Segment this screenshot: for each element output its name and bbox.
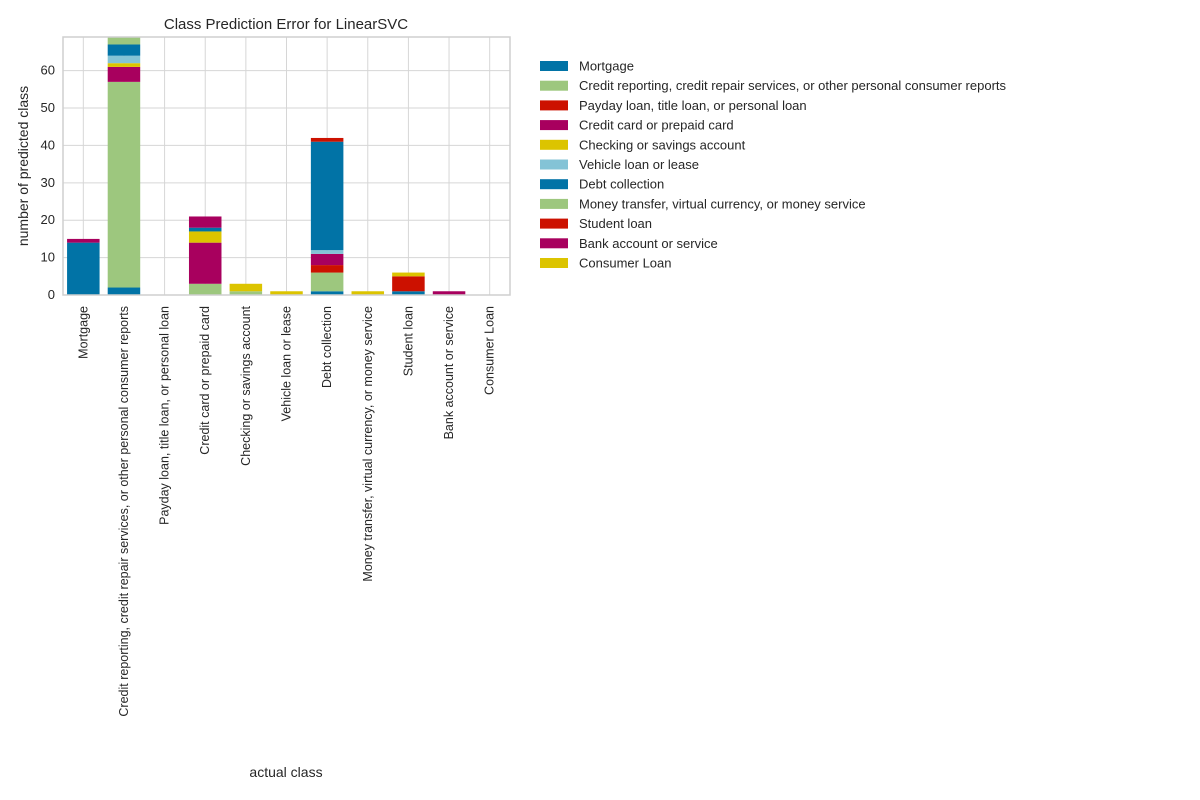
legend-entry: Checking or savings account (579, 137, 746, 152)
y-axis-label: number of predicted class (15, 86, 31, 246)
bar-segment (229, 291, 263, 295)
x-tick-label: Debt collection (320, 306, 334, 388)
legend-entry: Consumer Loan (579, 256, 672, 271)
bar-segment (107, 81, 141, 288)
bar-segment (432, 291, 466, 295)
bar-segment (392, 291, 425, 295)
y-tick-label: 30 (41, 175, 55, 190)
stacked-bars (67, 37, 466, 295)
bar-segment (188, 231, 222, 243)
bar-segment (229, 283, 263, 292)
bar-segment (188, 227, 222, 232)
x-tick-label: Student loan (401, 306, 415, 376)
y-tick-label: 50 (41, 100, 55, 115)
x-tick-label: Money transfer, virtual currency, or mon… (361, 306, 375, 582)
legend-entry: Money transfer, virtual currency, or mon… (579, 196, 866, 211)
x-tick-label: Checking or savings account (239, 305, 253, 465)
legend-swatch (540, 61, 568, 71)
y-tick-label: 0 (48, 287, 55, 302)
x-tick-label: Credit card or prepaid card (198, 306, 212, 455)
bar-segment (107, 37, 141, 45)
x-tick-label: Vehicle loan or lease (280, 306, 294, 421)
legend-swatch (540, 198, 568, 209)
y-tick-label: 10 (41, 250, 55, 265)
plot-area-border (62, 36, 511, 296)
legend-entry: Student loan (579, 216, 652, 231)
legend-entry: Credit card or prepaid card (579, 118, 734, 133)
x-axis-label: actual class (249, 764, 322, 780)
chart-title: Class Prediction Error for LinearSVC (164, 16, 408, 33)
legend-swatch (540, 120, 568, 131)
legend-swatch (540, 100, 568, 111)
bar-segment (392, 276, 425, 292)
y-tick-label: 40 (41, 137, 55, 152)
x-tick-label: Bank account or service (442, 306, 456, 439)
bar-segment (310, 253, 344, 266)
bar-segment (107, 66, 141, 82)
y-tick-labels: 0 10 20 30 40 50 60 (41, 63, 55, 302)
bar-segment (67, 242, 100, 295)
bar-segment (310, 265, 344, 273)
x-tick-label: Credit reporting, credit repair services… (117, 306, 131, 717)
bar-segment (188, 216, 222, 228)
bar-segment (310, 250, 344, 254)
x-tick-labels: Mortgage Credit reporting, credit repair … (76, 305, 496, 716)
x-tick-label: Payday loan, title loan, or personal loa… (158, 306, 172, 525)
bar-segment (351, 291, 385, 295)
legend-entry: Bank account or service (579, 236, 718, 251)
legend-entry: Vehicle loan or lease (579, 157, 699, 172)
y-tick-label: 20 (41, 212, 55, 227)
bar-segment (107, 55, 141, 64)
legend-swatch (540, 80, 568, 91)
legend-entry: Payday loan, title loan, or personal loa… (579, 98, 807, 113)
x-tick-label: Mortgage (76, 306, 90, 359)
x-tick-label: Consumer Loan (483, 306, 497, 395)
bar-segment (310, 272, 344, 292)
bar-segment (107, 287, 141, 295)
bar-segment (310, 141, 344, 251)
legend-entry: Debt collection (579, 177, 664, 192)
legend-swatch (540, 179, 568, 190)
bar-segment (107, 63, 141, 67)
legend-swatch (540, 258, 568, 268)
bar-segment (392, 272, 425, 277)
bar-segment (188, 283, 222, 295)
bar-segment (107, 44, 141, 56)
legend: Mortgage Credit reporting, credit repair … (540, 59, 1007, 271)
legend-entry: Mortgage (579, 59, 634, 74)
legend-entry: Credit reporting, credit repair services… (579, 78, 1007, 93)
legend-swatch (540, 218, 568, 229)
bar-segment (67, 238, 100, 243)
legend-swatch (540, 238, 568, 249)
bar-segment (270, 291, 303, 295)
y-tick-label: 60 (41, 63, 55, 78)
bar-segment (310, 137, 344, 142)
legend-swatch (540, 139, 568, 150)
legend-swatch (540, 159, 568, 170)
bar-segment (310, 291, 344, 295)
bar-segment (188, 242, 222, 284)
